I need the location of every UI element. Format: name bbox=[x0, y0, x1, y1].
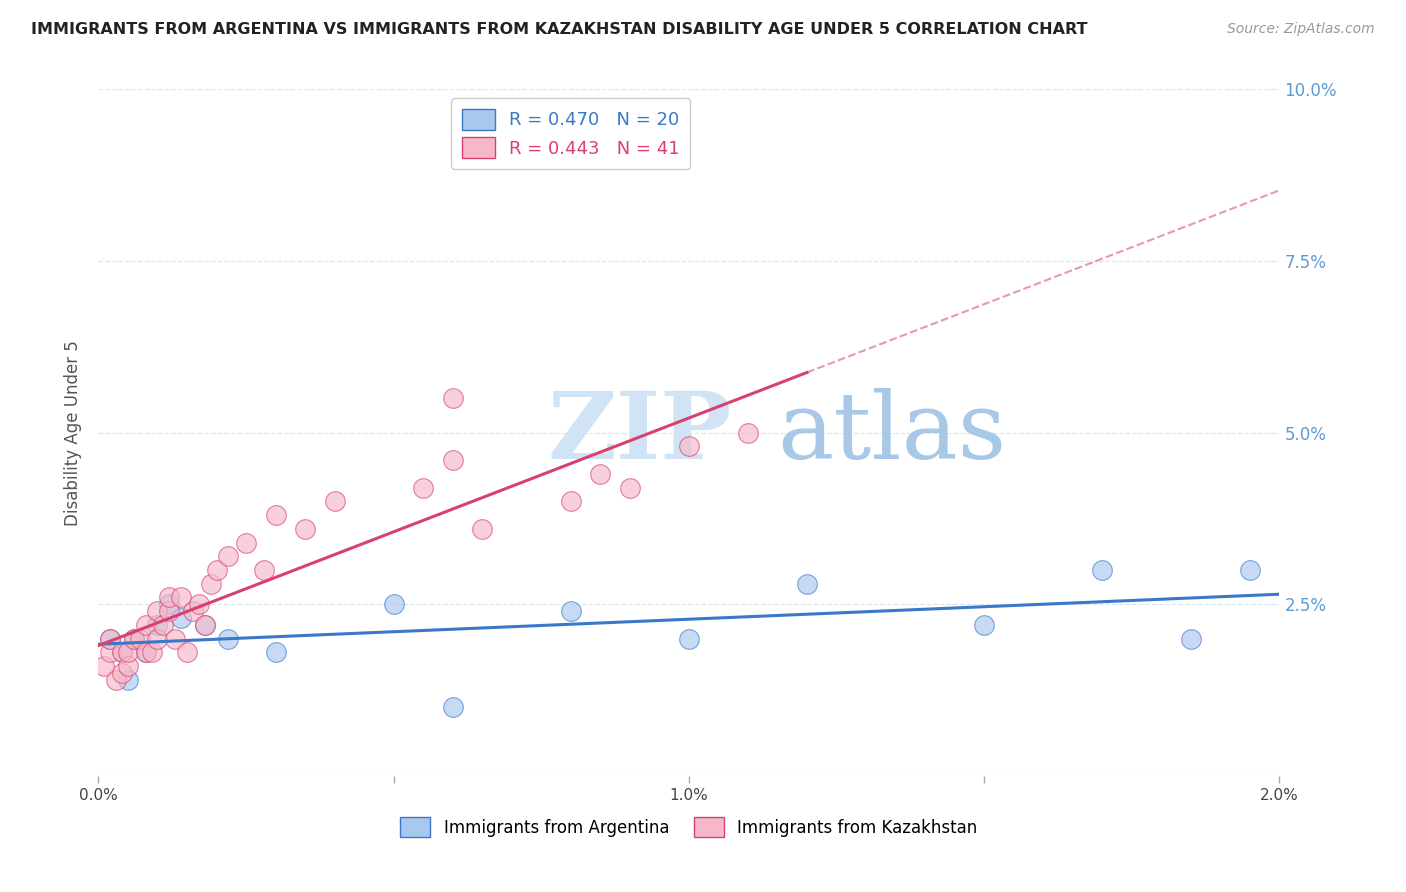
Point bbox=[146, 604, 169, 618]
Point bbox=[122, 632, 145, 646]
Point bbox=[111, 645, 134, 659]
Point bbox=[135, 645, 157, 659]
Point bbox=[146, 632, 169, 646]
Point bbox=[98, 632, 121, 646]
Point bbox=[217, 549, 239, 564]
Point bbox=[111, 665, 134, 680]
Point bbox=[253, 563, 276, 577]
Point bbox=[194, 618, 217, 632]
Point bbox=[187, 598, 209, 612]
Point bbox=[796, 576, 818, 591]
Point bbox=[157, 604, 180, 618]
Point bbox=[117, 673, 139, 687]
Point bbox=[170, 591, 193, 605]
Point bbox=[135, 618, 157, 632]
Point bbox=[264, 645, 287, 659]
Point bbox=[589, 467, 612, 481]
Point bbox=[105, 673, 128, 687]
Point bbox=[973, 618, 995, 632]
Y-axis label: Disability Age Under 5: Disability Age Under 5 bbox=[65, 340, 83, 525]
Point bbox=[441, 391, 464, 405]
Point bbox=[217, 632, 239, 646]
Point bbox=[157, 598, 180, 612]
Point bbox=[737, 425, 759, 440]
Point bbox=[181, 604, 204, 618]
Point bbox=[98, 632, 121, 646]
Point bbox=[560, 494, 582, 508]
Point bbox=[128, 632, 150, 646]
Point bbox=[471, 522, 494, 536]
Point bbox=[152, 618, 174, 632]
Point bbox=[264, 508, 287, 522]
Point bbox=[194, 618, 217, 632]
Point bbox=[141, 645, 163, 659]
Text: IMMIGRANTS FROM ARGENTINA VS IMMIGRANTS FROM KAZAKHSTAN DISABILITY AGE UNDER 5 C: IMMIGRANTS FROM ARGENTINA VS IMMIGRANTS … bbox=[31, 22, 1087, 37]
Point bbox=[441, 700, 464, 714]
Point bbox=[200, 576, 222, 591]
Point bbox=[560, 604, 582, 618]
Text: Source: ZipAtlas.com: Source: ZipAtlas.com bbox=[1227, 22, 1375, 37]
Point bbox=[135, 645, 157, 659]
Point bbox=[412, 481, 434, 495]
Point bbox=[1239, 563, 1261, 577]
Point bbox=[678, 439, 700, 453]
Point bbox=[294, 522, 316, 536]
Point bbox=[441, 453, 464, 467]
Point bbox=[146, 618, 169, 632]
Point bbox=[1091, 563, 1114, 577]
Point bbox=[165, 632, 187, 646]
Point bbox=[122, 632, 145, 646]
Point bbox=[619, 481, 641, 495]
Point bbox=[93, 659, 115, 673]
Point bbox=[323, 494, 346, 508]
Point bbox=[235, 535, 257, 549]
Point bbox=[176, 645, 198, 659]
Point bbox=[382, 598, 405, 612]
Point bbox=[170, 611, 193, 625]
Legend: Immigrants from Argentina, Immigrants from Kazakhstan: Immigrants from Argentina, Immigrants fr… bbox=[394, 811, 984, 843]
Point bbox=[205, 563, 228, 577]
Point bbox=[111, 645, 134, 659]
Point bbox=[117, 645, 139, 659]
Point bbox=[98, 645, 121, 659]
Point bbox=[117, 659, 139, 673]
Point bbox=[678, 632, 700, 646]
Text: ZIP: ZIP bbox=[547, 388, 731, 477]
Point bbox=[1180, 632, 1202, 646]
Text: atlas: atlas bbox=[778, 388, 1007, 477]
Point bbox=[157, 591, 180, 605]
